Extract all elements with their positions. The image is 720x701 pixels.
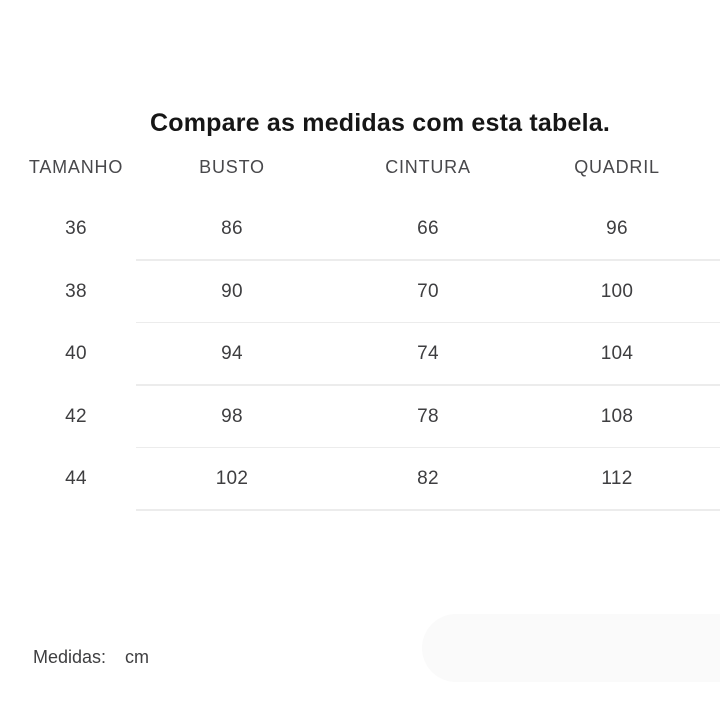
- column-header: BUSTO: [199, 157, 265, 177]
- size-table-body: 36 86 66 96 38 90 70 100 40 94 74 104 42 98 78 108 44 102…: [0, 198, 720, 511]
- table-row: 38 90 70 100: [0, 261, 720, 324]
- table-cell: 94: [221, 343, 243, 365]
- page-title: Compare as medidas com esta tabela.: [150, 109, 610, 137]
- table-cell: 102: [215, 468, 249, 490]
- column-header: CINTURA: [385, 157, 471, 177]
- table-cell: 78: [417, 405, 439, 427]
- table-cell: 104: [600, 343, 634, 365]
- column-header: TAMANHO: [28, 157, 124, 177]
- table-cell: 44: [65, 468, 87, 490]
- measure-label: Medidas:: [33, 647, 107, 667]
- table-cell: 108: [600, 405, 634, 427]
- table-cell: 40: [65, 343, 87, 365]
- measure-unit-note: Medidas: cm: [33, 644, 149, 670]
- table-row: 44 102 82 112: [0, 448, 720, 511]
- table-cell: 100: [600, 280, 634, 302]
- table-cell: 70: [417, 280, 439, 302]
- table-cell: 42: [65, 405, 87, 427]
- table-row: 36 86 66 96: [0, 198, 720, 261]
- measure-unit-value: cm: [125, 647, 150, 667]
- table-cell: 96: [606, 218, 628, 240]
- table-cell: 38: [65, 280, 87, 302]
- table-row: 40 94 74 104: [0, 323, 720, 386]
- table-cell: 86: [221, 218, 243, 240]
- table-cell: 112: [601, 468, 633, 490]
- table-cell: 90: [221, 280, 243, 302]
- table-row: 42 98 78 108: [0, 386, 720, 449]
- table-cell: 82: [417, 468, 439, 490]
- column-header: QUADRIL: [574, 157, 660, 177]
- table-cell: 36: [65, 218, 87, 240]
- table-cell: 74: [417, 343, 439, 365]
- table-cell: 98: [221, 405, 243, 427]
- table-cell: 66: [417, 218, 439, 240]
- bottom-right-placeholder-pill: [422, 614, 720, 682]
- table-header-row: TAMANHO BUSTO CINTURA QUADRIL: [0, 156, 720, 178]
